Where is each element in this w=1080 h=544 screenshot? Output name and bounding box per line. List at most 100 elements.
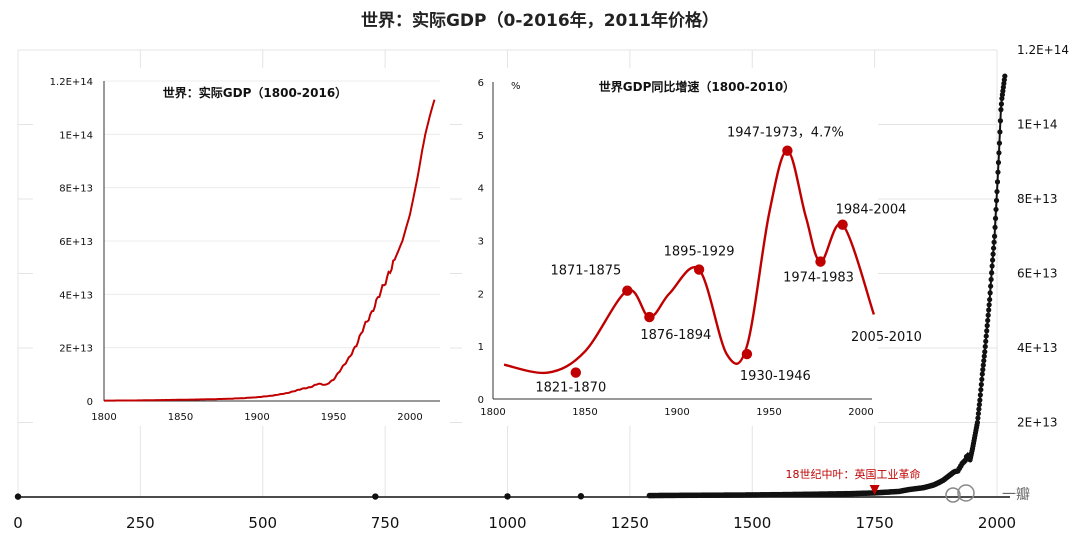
inset-growth-marker-label: 1947-1973，4.7%	[727, 126, 844, 141]
main-y-tick-label: 1E+14	[1017, 118, 1058, 132]
chart-title: 世界：实际GDP（0-2016年，2011年价格）	[361, 10, 719, 31]
main-x-tick-label: 1000	[488, 514, 526, 532]
main-data-point	[989, 270, 995, 276]
inset-gdp-y-tick-label: 1.2E+14	[50, 77, 93, 88]
main-data-point	[989, 263, 995, 269]
inset-growth-marker-label: 1871-1875	[550, 264, 621, 279]
main-data-point	[984, 323, 990, 329]
inset-growth-marker	[644, 311, 655, 323]
main-x-tick-label: 2000	[978, 514, 1016, 532]
watermark-text: 一瓣	[1002, 487, 1030, 503]
main-data-point	[993, 206, 999, 213]
main-data-point	[977, 392, 983, 398]
watermark: 一瓣	[945, 484, 1030, 503]
inset-growth-marker-label: 1895-1929	[664, 245, 735, 260]
inset-growth-marker	[837, 219, 848, 230]
main-data-point	[987, 290, 993, 296]
inset-growth-ylabel: %	[511, 81, 521, 92]
inset-gdp-y-tick-label: 6E+13	[59, 237, 93, 248]
inset-growth-end-label: 2005-2010	[851, 330, 922, 345]
main-data-point	[982, 349, 988, 355]
inset-growth-marker-label: 1930-1946	[740, 369, 811, 384]
inset-gdp-background	[33, 68, 450, 426]
inset-gdp-y-tick-label: 4E+13	[59, 290, 93, 301]
main-data-point	[990, 245, 997, 251]
main-data-point	[982, 343, 988, 350]
main-data-point	[983, 333, 989, 339]
main-data-point	[980, 362, 986, 368]
main-data-point	[984, 328, 990, 334]
main-data-point	[986, 307, 992, 313]
main-x-tick-label: 0	[13, 514, 23, 532]
main-data-point	[993, 197, 1000, 204]
main-y-tick-label: 8E+13	[1017, 192, 1058, 206]
inset-growth-title: 世界GDP同比增速（1800-2010）	[599, 79, 795, 94]
inset-gdp-title: 世界：实际GDP（1800-2016）	[163, 85, 347, 100]
main-data-point	[987, 296, 993, 303]
main-x-tick-label: 750	[371, 514, 400, 532]
main-data-point	[998, 101, 1005, 107]
inset-gdp-x-tick-label: 1850	[168, 412, 193, 423]
main-x-tick-label: 1750	[856, 514, 894, 532]
inset-growth-marker-label: 1984-2004	[836, 203, 907, 218]
main-data-point	[990, 251, 996, 257]
inset-growth-marker-label: 1876-1894	[640, 328, 711, 343]
main-data-point	[995, 169, 1001, 175]
main-data-point	[979, 371, 985, 377]
inset-growth-marker	[622, 285, 633, 296]
inset-growth-x-tick-label: 1900	[664, 407, 689, 418]
inset-growth-marker	[570, 367, 581, 378]
main-data-point	[994, 188, 1000, 195]
inset-gdp-y-tick-label: 1E+14	[59, 130, 93, 141]
main-y-tick-label: 6E+13	[1017, 267, 1058, 281]
main-data-point	[997, 129, 1003, 135]
main-data-point	[979, 376, 985, 382]
inset-gdp-x-tick-label: 1800	[91, 412, 116, 423]
main-data-point	[992, 224, 998, 230]
main-data-point	[997, 118, 1004, 124]
main-data-point	[994, 179, 1001, 185]
main-x-tick-label: 500	[248, 514, 277, 532]
inset-gdp-series-line	[104, 99, 436, 402]
main-data-point	[998, 107, 1004, 113]
main-data-point	[981, 358, 987, 364]
inset-panels: 0 2E+13 4E+13 6E+13 8E+13 1E+14 1.2E+14 1800 185…	[33, 68, 922, 426]
main-data-point	[996, 150, 1002, 156]
inset-growth-chart: 0 1 2 3 4 5 6 1800 1850 1900 1950 2000 1821-1870 1871…	[478, 78, 922, 418]
main-data-point	[976, 406, 982, 412]
inset-growth-marker	[782, 145, 793, 156]
main-data-point	[975, 410, 981, 417]
annotation-arrow	[869, 485, 880, 495]
inset-growth-y-tick-label: 4	[478, 184, 484, 195]
main-data-point	[985, 312, 991, 318]
main-data-point	[980, 367, 986, 373]
inset-growth-x-tick-label: 1800	[480, 407, 505, 418]
inset-growth-marker-label: 1821-1870	[535, 381, 606, 396]
main-data-point	[985, 317, 991, 324]
main-x-tick-label: 1250	[611, 514, 649, 532]
inset-growth-x-tick-label: 1850	[572, 407, 597, 418]
main-data-point	[974, 419, 981, 426]
main-data-point	[986, 302, 992, 308]
main-data-point	[996, 140, 1003, 146]
inset-growth-y-tick-label: 0	[478, 395, 484, 406]
inset-growth-y-tick-label: 5	[478, 131, 484, 142]
inset-growth-y-tick-label: 2	[478, 289, 484, 300]
main-data-point	[995, 159, 1002, 166]
main-y-tick-label: 2E+13	[1017, 416, 1058, 430]
main-x-tick-label: 1500	[733, 514, 771, 532]
inset-growth-y-tick-label: 3	[478, 237, 484, 248]
inset-growth-y-tick-label: 6	[478, 78, 484, 89]
inset-gdp-y-tick-label: 8E+13	[59, 184, 93, 195]
main-data-point	[978, 387, 984, 393]
inset-gdp-chart: 0 2E+13 4E+13 6E+13 8E+13 1E+14 1.2E+14 1800 185…	[50, 77, 440, 423]
inset-gdp-x-tick-label: 2000	[397, 412, 422, 423]
main-axes: 0 250 500 750 1000 1250 1500 1750 20002E+134E+13…	[13, 43, 1069, 532]
main-data-point	[976, 402, 982, 408]
main-data-point	[991, 233, 998, 239]
main-data-point	[978, 381, 984, 388]
main-x-tick-label: 250	[126, 514, 155, 532]
inset-growth-y-tick-label: 1	[478, 342, 484, 353]
main-data-point	[991, 239, 997, 245]
